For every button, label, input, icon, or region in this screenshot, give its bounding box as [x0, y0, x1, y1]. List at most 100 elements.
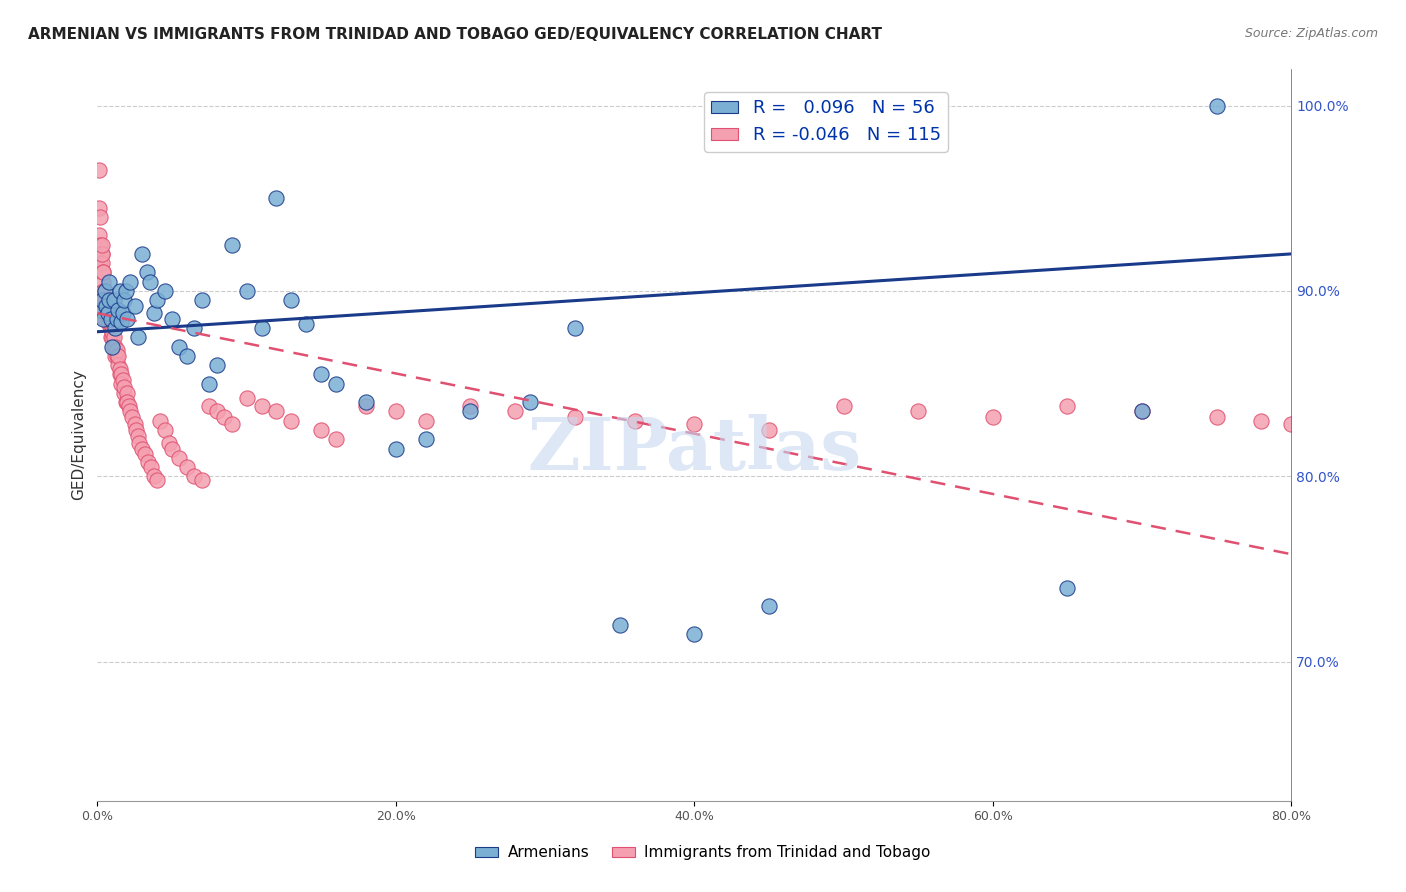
- Point: [191, 473, 214, 487]
- Point: [1205, 98, 1227, 112]
- Point: [146, 473, 169, 487]
- Point: [115, 386, 138, 401]
- Point: [112, 380, 135, 394]
- Point: [266, 191, 288, 205]
- Point: [97, 293, 120, 308]
- Point: [564, 321, 586, 335]
- Point: [91, 265, 114, 279]
- Point: [309, 368, 332, 382]
- Point: [100, 321, 122, 335]
- Point: [108, 284, 131, 298]
- Point: [623, 414, 645, 428]
- Point: [94, 284, 117, 298]
- Point: [91, 284, 114, 298]
- Point: [90, 256, 112, 270]
- Point: [131, 442, 153, 456]
- Point: [354, 399, 377, 413]
- Point: [96, 299, 118, 313]
- Point: [91, 275, 114, 289]
- Point: [124, 417, 146, 432]
- Point: [250, 399, 273, 413]
- Point: [91, 265, 114, 279]
- Point: [96, 306, 118, 320]
- Point: [98, 293, 121, 308]
- Point: [112, 386, 135, 401]
- Point: [503, 404, 526, 418]
- Point: [112, 293, 135, 308]
- Point: [89, 210, 111, 224]
- Point: [104, 340, 127, 354]
- Point: [111, 306, 134, 320]
- Point: [250, 321, 273, 335]
- Point: [235, 284, 257, 298]
- Point: [127, 330, 149, 344]
- Point: [97, 302, 120, 317]
- Point: [134, 447, 156, 461]
- Point: [1130, 404, 1153, 418]
- Point: [97, 306, 120, 320]
- Legend: R =   0.096   N = 56, R = -0.046   N = 115: R = 0.096 N = 56, R = -0.046 N = 115: [704, 92, 948, 152]
- Point: [87, 163, 110, 178]
- Point: [221, 417, 243, 432]
- Point: [94, 299, 117, 313]
- Point: [1056, 399, 1078, 413]
- Point: [143, 469, 166, 483]
- Point: [325, 376, 347, 391]
- Point: [110, 368, 132, 382]
- Point: [460, 399, 482, 413]
- Point: [183, 469, 205, 483]
- Point: [205, 404, 228, 418]
- Point: [683, 627, 706, 641]
- Point: [1310, 417, 1333, 432]
- Point: [1385, 404, 1406, 418]
- Point: [90, 293, 112, 308]
- Point: [101, 321, 124, 335]
- Point: [94, 311, 117, 326]
- Point: [325, 432, 347, 446]
- Point: [169, 450, 191, 465]
- Point: [138, 275, 160, 289]
- Point: [124, 299, 146, 313]
- Point: [103, 293, 125, 308]
- Point: [89, 256, 111, 270]
- Point: [118, 399, 141, 413]
- Point: [183, 321, 205, 335]
- Point: [169, 340, 191, 354]
- Point: [107, 358, 129, 372]
- Point: [385, 442, 408, 456]
- Point: [139, 460, 162, 475]
- Point: [832, 399, 855, 413]
- Point: [104, 321, 127, 335]
- Point: [1205, 410, 1227, 425]
- Point: [127, 428, 149, 442]
- Point: [96, 293, 118, 308]
- Point: [131, 247, 153, 261]
- Point: [1130, 404, 1153, 418]
- Point: [198, 376, 221, 391]
- Point: [1295, 423, 1317, 437]
- Point: [94, 284, 117, 298]
- Point: [1369, 410, 1392, 425]
- Point: [115, 395, 138, 409]
- Point: [1355, 423, 1378, 437]
- Point: [1308, 404, 1330, 418]
- Text: Source: ZipAtlas.com: Source: ZipAtlas.com: [1244, 27, 1378, 40]
- Point: [1250, 414, 1272, 428]
- Point: [120, 404, 142, 418]
- Point: [100, 330, 122, 344]
- Point: [191, 293, 214, 308]
- Point: [198, 399, 221, 413]
- Point: [136, 454, 159, 468]
- Point: [564, 410, 586, 425]
- Point: [415, 414, 437, 428]
- Point: [176, 460, 198, 475]
- Point: [100, 311, 122, 326]
- Point: [108, 361, 131, 376]
- Point: [460, 404, 482, 418]
- Point: [107, 302, 129, 317]
- Point: [1340, 414, 1362, 428]
- Point: [101, 330, 124, 344]
- Point: [153, 423, 176, 437]
- Point: [89, 302, 111, 317]
- Point: [1324, 423, 1347, 437]
